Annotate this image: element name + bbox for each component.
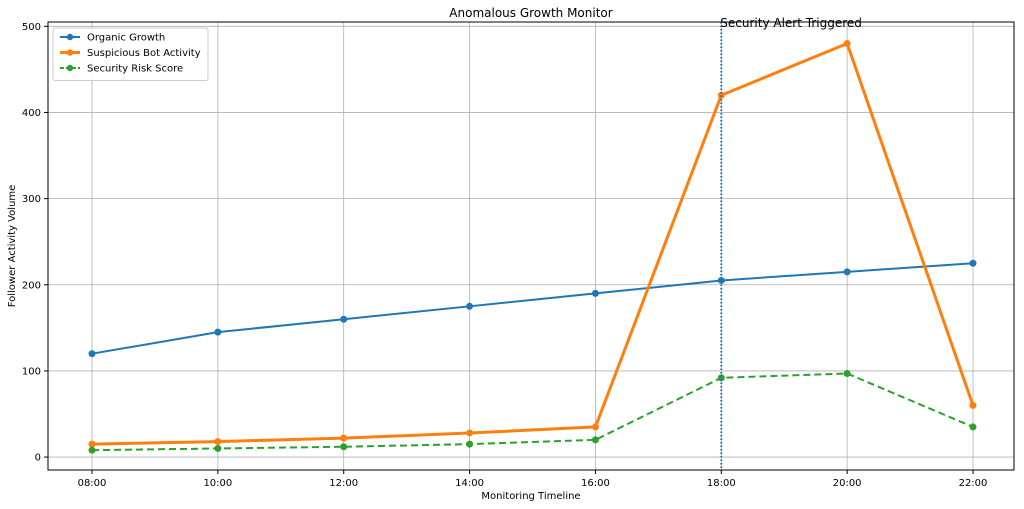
data-point [214,438,222,446]
x-tick-label: 22:00 [959,478,988,489]
y-axis-label: Follower Activity Volume [7,185,18,308]
data-point [717,374,725,382]
series-0 [88,259,977,358]
legend-item: Suspicious Bot Activity [60,48,201,59]
x-tick-label: 10:00 [203,478,232,489]
data-point [717,276,725,284]
legend-box [52,27,209,81]
y-axis: 0 100 200 300 400 500 [22,22,48,464]
data-point [717,91,725,99]
x-tick-label: 20:00 [833,478,862,489]
data-point [340,443,348,451]
x-tick-label: 14:00 [455,478,484,489]
chart-title: Anomalous Growth Monitor [449,6,612,20]
plot-frame [47,21,1015,471]
x-axis: 08:00 10:00 12:00 14:00 16:00 18:00 20:00 22:00 [78,470,988,489]
x-tick-label: 12:00 [329,478,358,489]
x-tick-label: 08:00 [78,478,107,489]
y-tick-label: 300 [22,194,41,205]
series-line [91,262,974,355]
y-tick-label: 400 [22,108,41,119]
data-point [591,289,599,297]
series-line [91,42,975,446]
legend-swatch-marker [66,33,74,41]
data-point [591,436,599,444]
data-point [214,444,222,452]
data-point [591,423,599,431]
data-point [340,315,348,323]
series-2 [88,370,977,454]
alert-annotation: Security Alert Triggered [720,16,862,30]
y-tick-label: 0 [35,453,41,464]
data-point [340,434,348,442]
data-point [969,423,977,431]
data-point [843,268,851,276]
series-line [91,372,974,452]
data-point [466,429,474,437]
data-point [969,401,977,409]
data-point [214,328,222,336]
data-point [88,440,96,448]
data-point [466,440,474,448]
data-point [466,302,474,310]
data-point [843,40,851,48]
y-tick-label: 200 [22,280,41,291]
legend-label: Security Risk Score [87,64,183,75]
series-layer [88,40,977,454]
y-tick-label: 100 [22,366,41,377]
legend-swatch-marker [66,49,74,56]
x-tick-label: 16:00 [581,478,610,489]
x-tick-label: 18:00 [707,478,736,489]
legend-label: Suspicious Bot Activity [87,48,201,59]
legend-item: Security Risk Score [60,64,183,75]
grid [48,22,1014,470]
series-1 [88,40,977,448]
data-point [843,370,851,378]
data-point [88,350,96,358]
legend-label: Organic Growth [87,33,165,44]
data-point [88,446,96,454]
legend-item: Organic Growth [60,33,165,44]
x-axis-label: Monitoring Timeline [481,491,580,502]
data-point [969,259,977,267]
annotation-layer: Security Alert Triggered [720,16,862,470]
legend: Organic Growth Suspicious Bot Activity Sec… [52,27,209,81]
legend-swatch-marker [66,64,74,72]
y-tick-label: 500 [22,22,41,33]
